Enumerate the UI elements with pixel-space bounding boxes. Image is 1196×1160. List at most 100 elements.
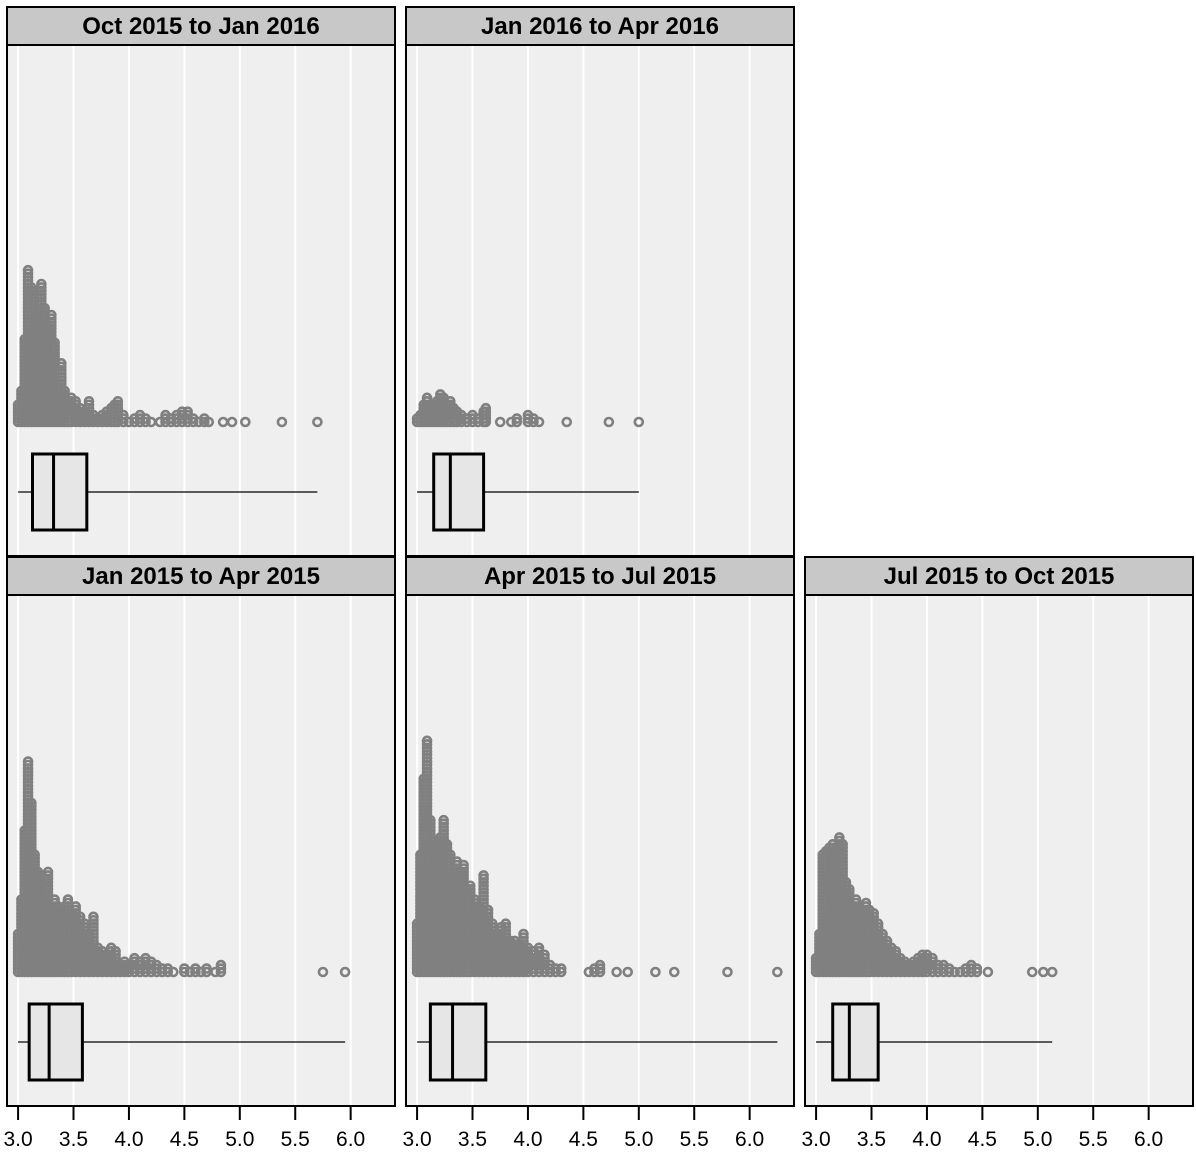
- data-point: [112, 395, 124, 407]
- data-point: [603, 416, 615, 428]
- panel-3: Apr 2015 to Jul 2015 3.0 3.5 4.0 4.5 5.0 5.5 6.…: [402, 556, 795, 1151]
- data-point: [668, 966, 680, 978]
- data-point: [1026, 966, 1038, 978]
- panel-0: Oct 2015 to Jan 2016: [6, 6, 396, 557]
- axis-tick-label: 3.0: [801, 1128, 830, 1151]
- axis-tick-label: 6.0: [735, 1128, 764, 1151]
- data-point: [611, 966, 622, 978]
- panel-frame: [804, 594, 1194, 1107]
- data-point: [167, 966, 179, 978]
- data-point: [594, 959, 606, 971]
- data-point: [46, 309, 57, 321]
- data-point: [555, 963, 567, 974]
- data-point: [982, 966, 994, 978]
- axis-tick-label: 5.5: [281, 1128, 310, 1151]
- data-point: [458, 859, 469, 871]
- axis-tick-label: 5.0: [1023, 1128, 1052, 1151]
- panel-title: Apr 2015 to Jul 2015: [484, 563, 716, 590]
- data-point: [445, 849, 456, 861]
- box-iqr: [428, 1002, 488, 1082]
- data-point: [70, 901, 82, 912]
- panel-title: Jul 2015 to Oct 2015: [884, 563, 1115, 590]
- panel-strip: [6, 6, 396, 46]
- panel-4: Jul 2015 to Oct 2015 3.0 3.5 4.0 4.5 5.0 5.5 6.…: [801, 556, 1194, 1151]
- axis-tick-label: 4.5: [170, 1128, 199, 1151]
- data-point: [539, 949, 550, 961]
- data-point: [425, 814, 436, 826]
- panel-2: Jan 2015 to Apr 2015 3.0 3.5 4.0 4.5 5.0 5.5 6.…: [3, 556, 396, 1151]
- data-point: [421, 735, 433, 747]
- data-point: [22, 264, 34, 276]
- data-point: [312, 416, 323, 428]
- data-point: [971, 963, 983, 974]
- data-point: [872, 918, 884, 930]
- data-point: [32, 866, 44, 878]
- data-point: [88, 911, 99, 923]
- data-point: [26, 282, 37, 293]
- data-point: [500, 918, 512, 930]
- panel-strip: [6, 556, 396, 596]
- data-point: [118, 409, 129, 421]
- panel-title: Jan 2015 to Apr 2015: [82, 563, 320, 590]
- axis-tick-label: 5.5: [680, 1128, 709, 1151]
- data-point: [494, 416, 506, 428]
- data-point: [62, 894, 74, 905]
- data-point: [868, 908, 880, 919]
- data-point: [533, 942, 545, 954]
- axis-tick-label: 4.0: [912, 1128, 941, 1151]
- data-point: [633, 416, 645, 428]
- axis-tick-label: 4.0: [114, 1128, 143, 1151]
- axis-tick-label: 5.5: [1079, 1128, 1108, 1151]
- panel-frame: [6, 594, 396, 1107]
- data-point: [837, 839, 848, 850]
- data-point: [29, 849, 41, 861]
- data-point: [182, 406, 193, 417]
- data-point: [201, 963, 212, 974]
- data-point: [42, 866, 54, 878]
- data-point: [927, 952, 938, 964]
- data-point: [464, 880, 476, 892]
- data-point: [949, 966, 960, 978]
- panel-strip: [804, 556, 1194, 596]
- axis-tick-label: 3.5: [857, 1128, 886, 1151]
- axis-tick-label: 4.5: [569, 1128, 598, 1151]
- panel-strip: [405, 556, 795, 596]
- data-point: [215, 959, 227, 971]
- data-point: [1046, 966, 1058, 978]
- panel-frame: [405, 594, 795, 1107]
- box-iqr: [831, 1002, 880, 1082]
- axis-tick-label: 3.0: [402, 1128, 431, 1151]
- data-point: [772, 966, 783, 978]
- axis-tick-label: 6.0: [336, 1128, 365, 1151]
- data-point: [844, 883, 855, 895]
- data-point: [56, 358, 67, 369]
- axis-tick-label: 4.0: [513, 1128, 542, 1151]
- data-point: [240, 416, 251, 428]
- axis-tick-label: 3.5: [458, 1128, 487, 1151]
- data-point: [339, 966, 351, 978]
- axis-tick-label: 3.5: [59, 1128, 88, 1151]
- data-point: [622, 966, 634, 978]
- data-point: [317, 966, 329, 978]
- data-point: [533, 416, 545, 428]
- panel-title: Oct 2015 to Jan 2016: [82, 13, 319, 40]
- data-point: [438, 814, 449, 826]
- data-point: [482, 904, 494, 916]
- data-point: [561, 416, 573, 428]
- axis-tick-label: 3.0: [3, 1128, 32, 1151]
- data-point: [480, 402, 492, 414]
- axis-tick-label: 4.5: [968, 1128, 997, 1151]
- data-point: [511, 413, 523, 424]
- data-point: [487, 918, 498, 930]
- axis-tick-label: 5.0: [225, 1128, 254, 1151]
- data-point: [22, 756, 34, 767]
- data-point: [36, 278, 47, 290]
- data-point: [49, 337, 60, 348]
- data-point: [203, 416, 215, 428]
- box-iqr: [30, 452, 89, 532]
- data-point: [110, 945, 121, 957]
- box-iqr: [432, 452, 486, 532]
- axis-tick-label: 5.0: [624, 1128, 653, 1151]
